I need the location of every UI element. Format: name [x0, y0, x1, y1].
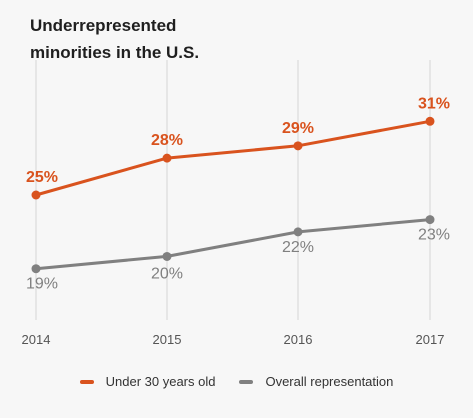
chart-title: Underrepresented minorities in the U.S. — [30, 12, 430, 66]
data-point-overall-2016 — [293, 227, 303, 237]
data-point-under-30-2017 — [425, 116, 435, 126]
data-point-under-30-2016 — [293, 141, 303, 151]
legend-label-overall: Overall representation — [265, 374, 394, 389]
data-label-under-30-2015: 28% — [151, 132, 183, 149]
x-tick-label-2017: 2017 — [416, 332, 445, 347]
legend-swatch-overall — [239, 379, 254, 384]
legend: Under 30 years old Overall representatio… — [0, 374, 473, 389]
x-tick-label-2014: 2014 — [22, 332, 51, 347]
data-label-under-30-2014: 25% — [26, 169, 58, 186]
x-tick-label-2015: 2015 — [153, 332, 182, 347]
data-point-under-30-2014 — [31, 190, 41, 200]
data-point-under-30-2015 — [162, 153, 172, 163]
x-tick-label-2016: 2016 — [284, 332, 313, 347]
data-point-overall-2017 — [425, 215, 435, 225]
data-label-overall-2016: 22% — [282, 239, 314, 256]
chart-title-line-2: minorities in the U.S. — [30, 43, 200, 62]
legend-swatch-under-30 — [79, 379, 94, 384]
legend-label-under-30: Under 30 years old — [105, 374, 216, 389]
chart-title-line-1: Underrepresented — [30, 16, 177, 35]
data-label-under-30-2017: 31% — [418, 95, 450, 112]
legend-item-under-30: Under 30 years old — [79, 374, 216, 389]
legend-item-overall: Overall representation — [239, 374, 393, 389]
data-label-under-30-2016: 29% — [282, 120, 314, 137]
series-line-overall — [34, 218, 432, 271]
data-label-overall-2017: 23% — [418, 227, 450, 244]
data-point-overall-2015 — [162, 251, 172, 261]
series-line-under-30 — [34, 119, 432, 197]
data-label-overall-2014: 19% — [26, 276, 58, 293]
data-label-overall-2015: 20% — [151, 265, 183, 282]
data-point-overall-2014 — [31, 264, 41, 274]
